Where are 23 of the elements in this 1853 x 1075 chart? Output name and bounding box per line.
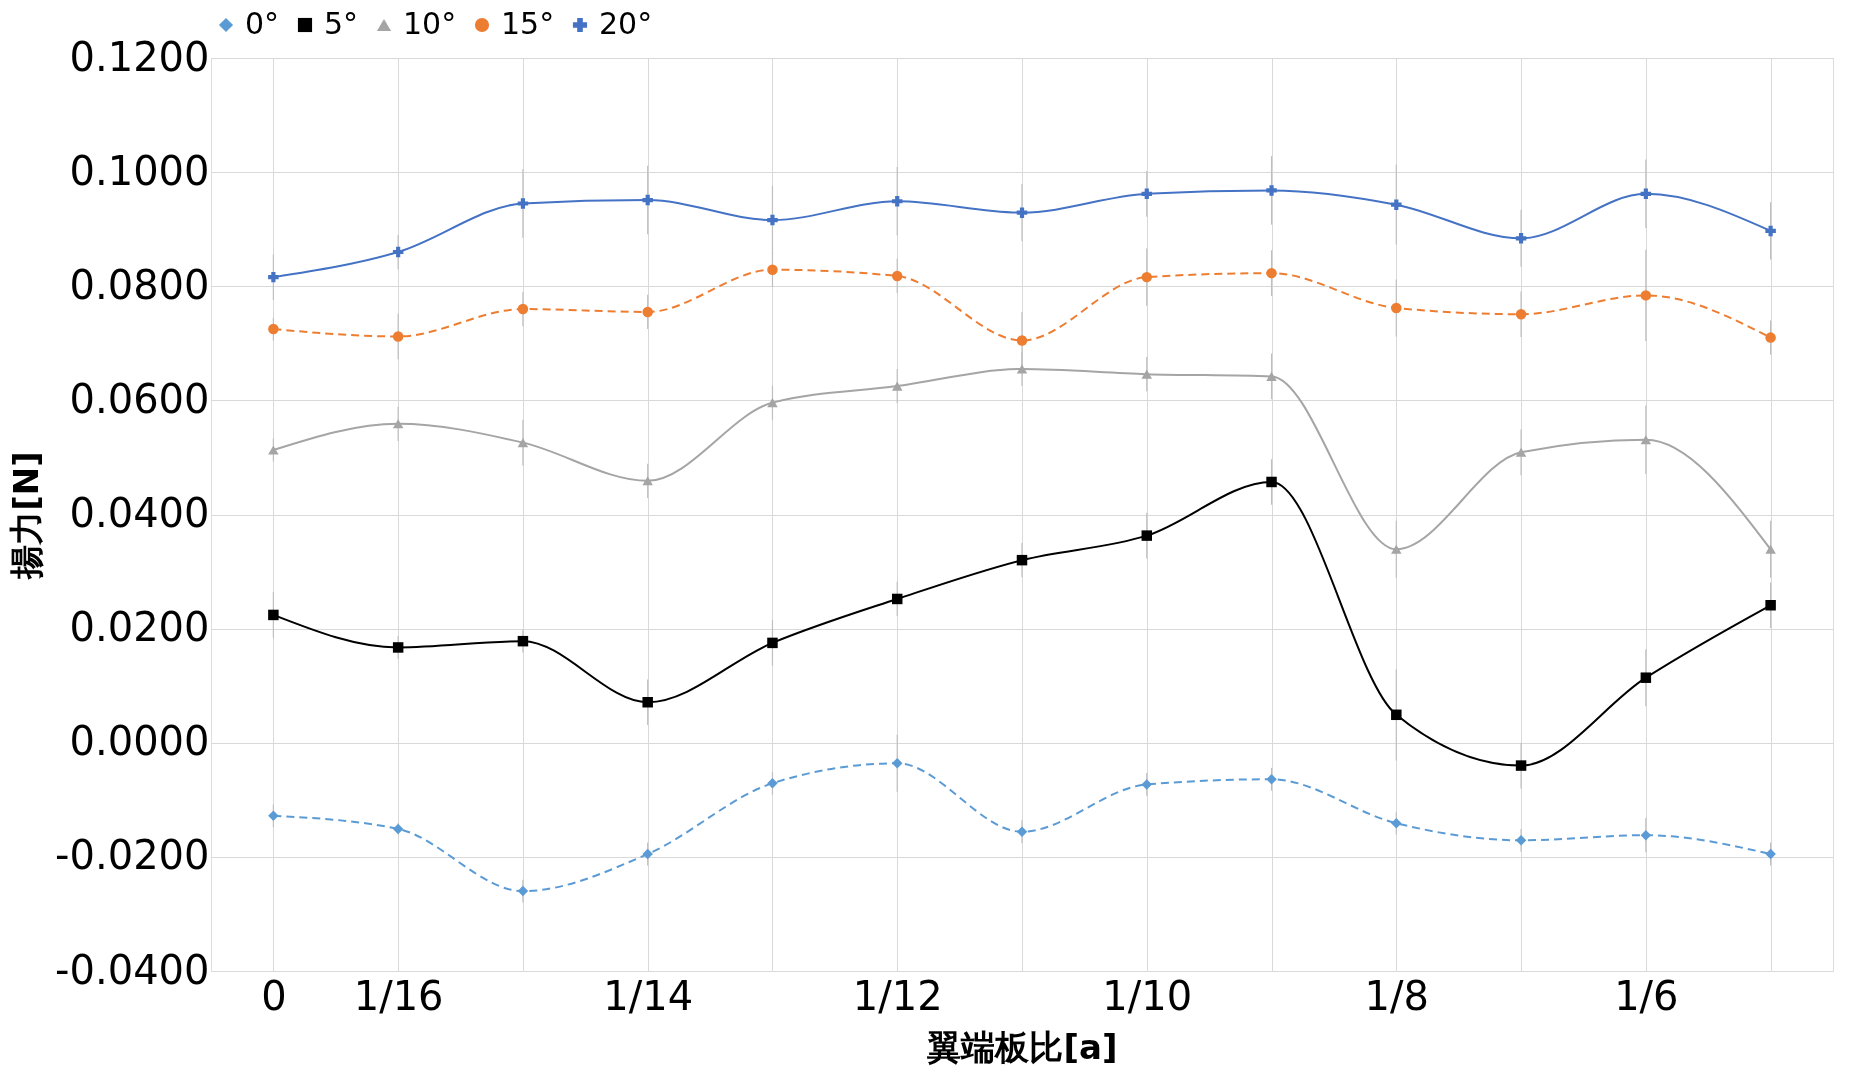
legend-label: 20° [599,6,653,41]
y-tick-label: 0.1200 [69,33,210,80]
y-tick-label: 0.0400 [69,490,210,536]
y-tick-label: 0.0600 [69,375,210,422]
legend-label: 5° [324,6,359,41]
x-tick-label: 1/8 [1364,972,1429,1019]
x-tick-label: 1/6 [1614,972,1679,1019]
y-tick-label: -0.0400 [55,946,210,993]
legend-label: 10° [403,6,457,41]
x-tick-label: 1/14 [603,972,694,1019]
y-tick-label: 0.0800 [69,261,210,308]
x-axis-title: 翼端板比[a] [927,1026,1118,1067]
y-tick-label: 0.0200 [69,604,210,651]
x-tick-label: 1/10 [1102,972,1193,1019]
legend-label: 0° [245,6,280,41]
x-tick-label: 1/12 [852,972,943,1019]
y-axis-title: 揚力[N] [6,451,47,580]
y-tick-label: 0.1000 [69,147,210,194]
legend-label: 15° [501,6,555,41]
y-tick-label: 0.0000 [69,718,210,765]
y-tick-label: -0.0200 [55,832,210,879]
x-tick-label: 1/16 [353,972,444,1019]
x-tick-label: 0 [261,972,287,1019]
